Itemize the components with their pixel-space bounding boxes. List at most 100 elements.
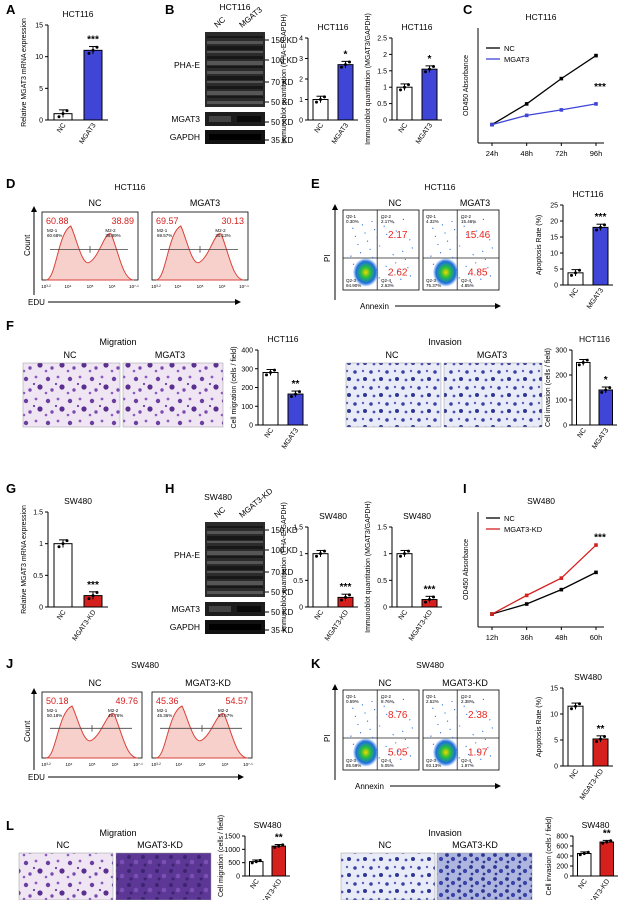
y-axis-label: OD450 Absorbance bbox=[463, 55, 470, 116]
blot-band bbox=[207, 571, 263, 573]
panel-letter: B bbox=[165, 2, 174, 17]
y-tick-label: 3 bbox=[299, 56, 303, 63]
size-marker: 100 KD bbox=[271, 56, 298, 65]
section-title: HCT116 bbox=[114, 182, 145, 192]
flow-subgate: 60.68% bbox=[47, 233, 62, 238]
x-tick-label: 24h bbox=[486, 149, 499, 158]
cell-dot bbox=[435, 271, 437, 274]
data-point bbox=[91, 594, 95, 598]
blot-band bbox=[207, 41, 263, 44]
x-tick-label: 10⁶ bbox=[222, 762, 229, 767]
x-axis-label: Annexin bbox=[355, 782, 384, 791]
cell-dot bbox=[381, 217, 383, 219]
section-title: HCT116 bbox=[424, 182, 455, 192]
cell-dot bbox=[452, 256, 454, 259]
y-tick-label: 1000 bbox=[224, 847, 240, 854]
blot-band bbox=[207, 101, 263, 104]
cell-dot bbox=[449, 248, 451, 250]
y-axis-label: Cell invasion (cells / field) bbox=[545, 348, 552, 427]
series-marker bbox=[524, 102, 529, 106]
cell-dot bbox=[375, 269, 378, 271]
quadrant-id: Q2-1 bbox=[346, 694, 357, 699]
flow-header: NC bbox=[389, 198, 402, 208]
flow-subgate: 69.57% bbox=[157, 233, 172, 238]
flow-percent: 50.18 bbox=[46, 696, 69, 706]
cell-dot bbox=[468, 753, 470, 756]
cell-dot bbox=[352, 227, 354, 229]
panel-letter: K bbox=[311, 656, 321, 671]
series-line bbox=[491, 103, 597, 126]
flow-percent: 49.76 bbox=[115, 696, 138, 706]
y-tick-label: 0.5 bbox=[377, 578, 387, 585]
bar bbox=[592, 738, 609, 767]
x-tick-label: 10³·² bbox=[41, 762, 51, 767]
data-point bbox=[254, 860, 258, 864]
cell-cluster bbox=[352, 258, 379, 287]
data-point bbox=[315, 554, 318, 558]
cell-dot bbox=[411, 247, 413, 249]
bar bbox=[271, 845, 286, 877]
quadrant-percent: 8.76 bbox=[388, 710, 408, 721]
quadrant-percent: 2.62 bbox=[388, 268, 408, 279]
cell-dot bbox=[404, 258, 406, 261]
bar bbox=[287, 393, 304, 426]
cell-dot bbox=[372, 256, 374, 259]
data-point bbox=[432, 595, 435, 599]
data-point bbox=[403, 552, 406, 556]
cell-dot bbox=[402, 698, 404, 701]
cell-dot bbox=[477, 750, 479, 752]
cell-dot bbox=[393, 702, 395, 704]
series-marker bbox=[559, 576, 564, 580]
y-axis-label: PI bbox=[323, 254, 332, 262]
cell-dot bbox=[355, 271, 357, 274]
flow-subgate: M2-2 bbox=[105, 228, 116, 233]
y-tick-label: 500 bbox=[228, 860, 240, 867]
cell-dot bbox=[383, 225, 385, 227]
panel-letter: H bbox=[165, 481, 174, 496]
data-point bbox=[57, 115, 61, 119]
bar bbox=[421, 68, 438, 121]
chart-title: SW480 bbox=[254, 820, 282, 830]
cell-dot bbox=[400, 278, 402, 280]
cell-dot bbox=[348, 695, 350, 697]
significance-label: *** bbox=[595, 212, 607, 223]
flow-subgate: M2-2 bbox=[218, 708, 229, 713]
series-marker bbox=[594, 543, 598, 547]
stain-title: Migration bbox=[99, 828, 136, 838]
y-tick-label: 1500 bbox=[224, 834, 240, 841]
cell-dot bbox=[386, 233, 388, 235]
blot-band bbox=[207, 36, 263, 38]
quadrant-value: 0.30% bbox=[346, 219, 359, 224]
lane-label: NC bbox=[213, 505, 228, 519]
flow-header: MGAT3-KD bbox=[442, 678, 488, 688]
cell-dot bbox=[455, 269, 458, 271]
data-point bbox=[87, 597, 91, 601]
x-axis-label: EDU bbox=[28, 773, 45, 782]
y-tick-label: 0.5 bbox=[293, 578, 303, 585]
cell-dot bbox=[392, 734, 394, 736]
size-marker: 150 KD bbox=[271, 526, 298, 535]
blot-band bbox=[207, 46, 263, 50]
x-tick-label: 10³·² bbox=[41, 284, 51, 289]
y-tick-label: 0 bbox=[299, 605, 303, 612]
series-marker bbox=[594, 102, 598, 106]
y-tick-label: 300 bbox=[241, 366, 253, 373]
cell-dot bbox=[368, 280, 371, 282]
micrograph-label: MGAT3 bbox=[477, 350, 507, 360]
cell-dot bbox=[366, 720, 369, 722]
x-tick-label: 10⁶ bbox=[219, 284, 226, 289]
quadrant-id: Q2-2 bbox=[381, 214, 392, 219]
panel-letter: E bbox=[311, 176, 320, 191]
quadrant-id: Q2-2 bbox=[381, 694, 392, 699]
blot-band bbox=[207, 86, 263, 89]
y-tick-label: 15 bbox=[550, 686, 558, 693]
arrow-head bbox=[238, 774, 244, 780]
blot-band bbox=[207, 91, 263, 95]
data-point bbox=[273, 845, 277, 849]
y-tick-label: 20 bbox=[550, 219, 558, 226]
micrograph-nc-migration bbox=[22, 362, 121, 428]
micrograph-label: NC bbox=[386, 350, 399, 360]
cell-dot bbox=[489, 239, 491, 241]
cell-dot bbox=[428, 695, 430, 697]
cell-dot bbox=[361, 224, 364, 226]
